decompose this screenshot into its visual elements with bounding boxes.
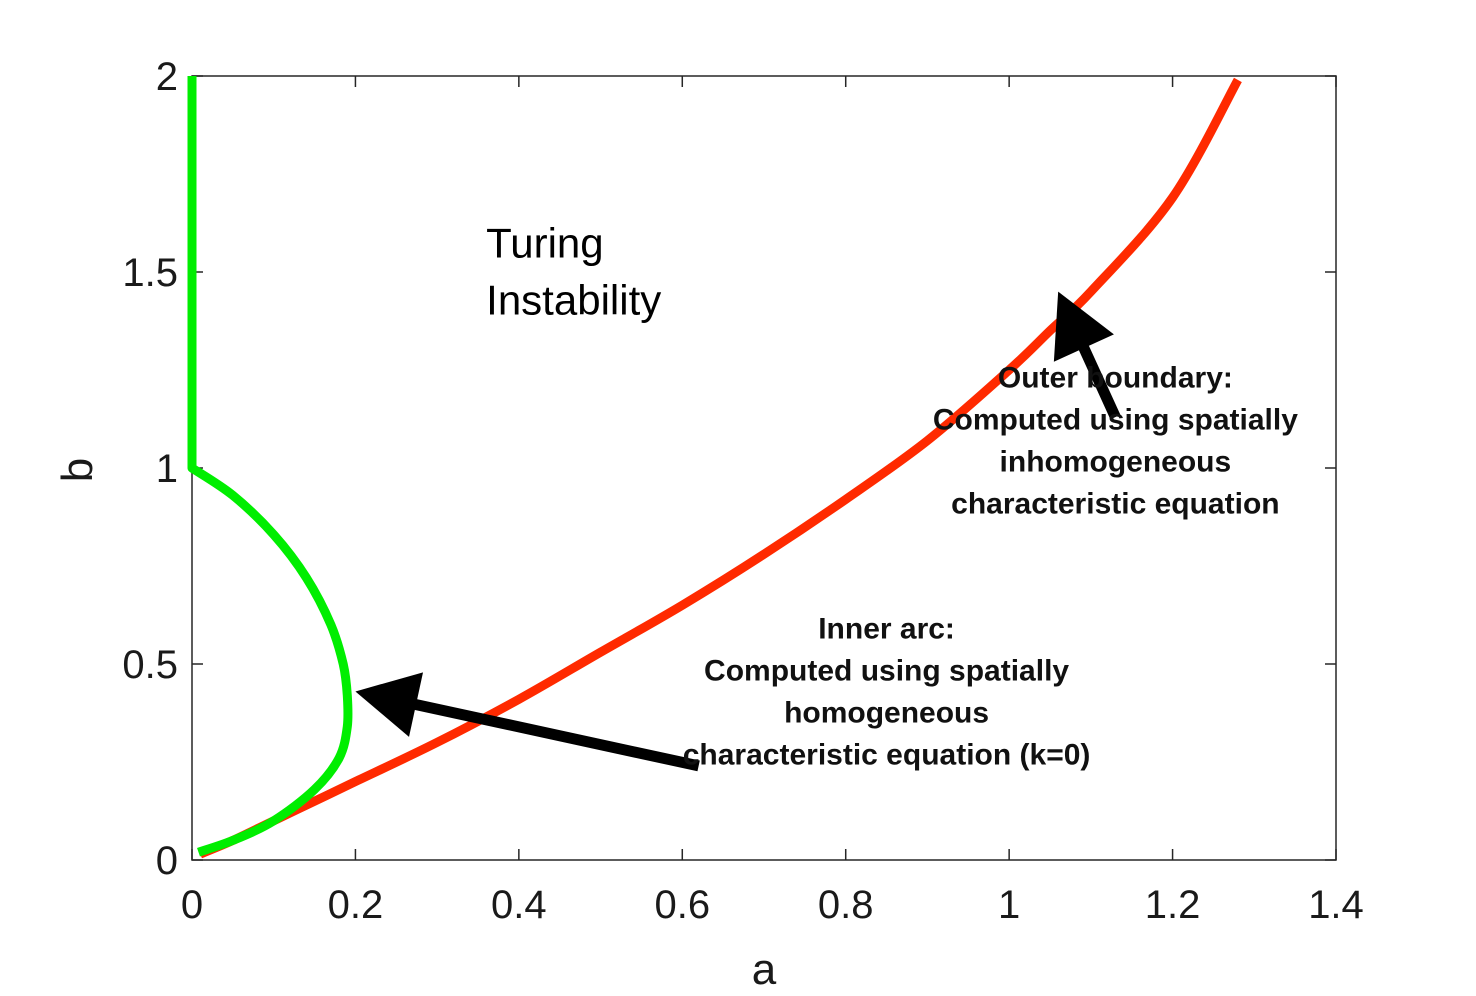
outer-boundary-curve — [198, 77, 1242, 859]
inner-arc-annotation: Inner arc: Computed using spatially homoge… — [683, 612, 1091, 771]
arrow-head — [1053, 291, 1114, 362]
y-axis-label: b — [53, 458, 102, 482]
x-tick-label: 0 — [181, 883, 203, 927]
annotation-line: Inner arc: — [818, 612, 955, 645]
region-label-turing-instability: Turing Instability — [486, 220, 661, 324]
arrow-shaft — [1077, 342, 1121, 420]
annotation-line: characteristic equation — [951, 488, 1279, 521]
x-tick-label: 1 — [998, 883, 1020, 927]
inner-arc-arrow — [355, 672, 700, 772]
x-tick-label: 0.4 — [491, 883, 547, 927]
x-axis-label: a — [752, 945, 777, 994]
inner-arc-curve — [187, 76, 353, 857]
annotation-line: inhomogeneous — [1000, 446, 1232, 479]
annotation-line: Computed using spatially — [933, 404, 1298, 437]
annotation-line: Outer boundary: — [998, 362, 1233, 395]
y-tick-label: 1.5 — [122, 251, 178, 295]
x-tick-label: 0.2 — [328, 883, 384, 927]
annotation-line: homogeneous — [784, 696, 989, 729]
tick-layer: 0 0.2 0.4 0.6 0.8 1 1.2 1.4 0 0.5 1 1.5 2 — [122, 55, 1363, 927]
annotation-layer: Turing Instability Outer boundary: Computed… — [355, 220, 1298, 772]
plot-box — [191, 75, 1337, 861]
x-tick-label: 1.2 — [1145, 883, 1201, 927]
y-tick-label: 0.5 — [122, 643, 178, 687]
arrow-shaft — [410, 698, 700, 772]
outer-boundary-annotation: Outer boundary: Computed using spatially i… — [933, 362, 1298, 521]
annotation-line: Turing — [486, 220, 603, 267]
outer-boundary-arrow — [1053, 291, 1121, 420]
annotation-line: Computed using spatially — [704, 654, 1069, 687]
y-tick-label: 2 — [156, 55, 178, 99]
series-layer — [187, 76, 1242, 859]
arrow-head — [355, 672, 424, 737]
y-tick-label: 1 — [156, 447, 178, 491]
annotation-line: characteristic equation (k=0) — [683, 738, 1091, 771]
annotation-line: Instability — [486, 277, 661, 324]
x-tick-label: 0.8 — [818, 883, 874, 927]
x-tick-label: 0.6 — [654, 883, 710, 927]
y-tick-label: 0 — [156, 839, 178, 883]
x-tick-label: 1.4 — [1308, 883, 1364, 927]
